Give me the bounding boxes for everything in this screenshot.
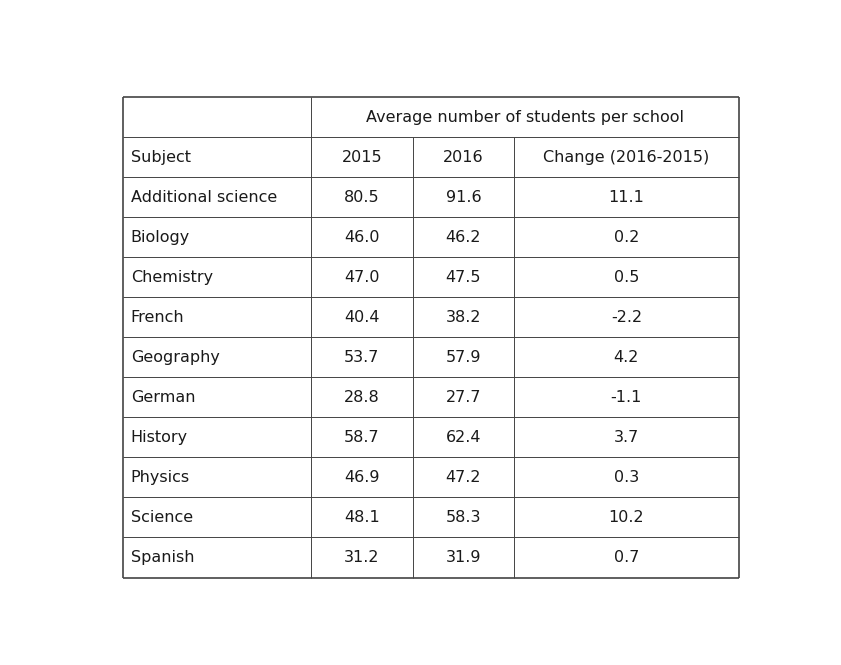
Text: 91.6: 91.6 [446, 190, 481, 205]
Text: 48.1: 48.1 [344, 510, 379, 525]
Text: 4.2: 4.2 [614, 350, 639, 365]
Text: 47.5: 47.5 [446, 270, 481, 285]
Text: -2.2: -2.2 [611, 310, 642, 325]
Text: 0.7: 0.7 [614, 550, 639, 565]
Text: 0.2: 0.2 [614, 230, 639, 245]
Text: Science: Science [130, 510, 193, 525]
Text: 47.2: 47.2 [446, 470, 481, 485]
Text: 53.7: 53.7 [344, 350, 379, 365]
Text: 46.0: 46.0 [344, 230, 379, 245]
Text: 11.1: 11.1 [608, 190, 644, 205]
Text: 57.9: 57.9 [446, 350, 481, 365]
Text: 47.0: 47.0 [344, 270, 379, 285]
Text: Additional science: Additional science [130, 190, 277, 205]
Text: 0.5: 0.5 [614, 270, 639, 285]
Text: Change (2016-2015): Change (2016-2015) [543, 150, 710, 165]
Text: Spanish: Spanish [130, 550, 194, 565]
Text: 0.3: 0.3 [614, 470, 639, 485]
Text: 80.5: 80.5 [344, 190, 379, 205]
Text: Chemistry: Chemistry [130, 270, 213, 285]
Text: 40.4: 40.4 [344, 310, 379, 325]
Text: -1.1: -1.1 [611, 390, 642, 405]
Text: 58.7: 58.7 [344, 430, 379, 445]
Text: 46.9: 46.9 [344, 470, 379, 485]
Text: 27.7: 27.7 [446, 390, 481, 405]
Text: History: History [130, 430, 188, 445]
Text: Subject: Subject [130, 150, 191, 165]
Text: 38.2: 38.2 [446, 310, 481, 325]
Text: 3.7: 3.7 [614, 430, 639, 445]
Text: 31.2: 31.2 [344, 550, 379, 565]
Text: 62.4: 62.4 [446, 430, 481, 445]
Text: Geography: Geography [130, 350, 220, 365]
Text: 46.2: 46.2 [446, 230, 481, 245]
Text: 58.3: 58.3 [446, 510, 481, 525]
Text: 28.8: 28.8 [344, 390, 379, 405]
Text: Physics: Physics [130, 470, 190, 485]
Text: Biology: Biology [130, 230, 190, 245]
Text: 31.9: 31.9 [446, 550, 481, 565]
Text: 10.2: 10.2 [609, 510, 644, 525]
Text: Average number of students per school: Average number of students per school [366, 110, 684, 125]
Text: French: French [130, 310, 184, 325]
Text: 2016: 2016 [443, 150, 484, 165]
Text: German: German [130, 390, 195, 405]
Text: 2015: 2015 [341, 150, 382, 165]
